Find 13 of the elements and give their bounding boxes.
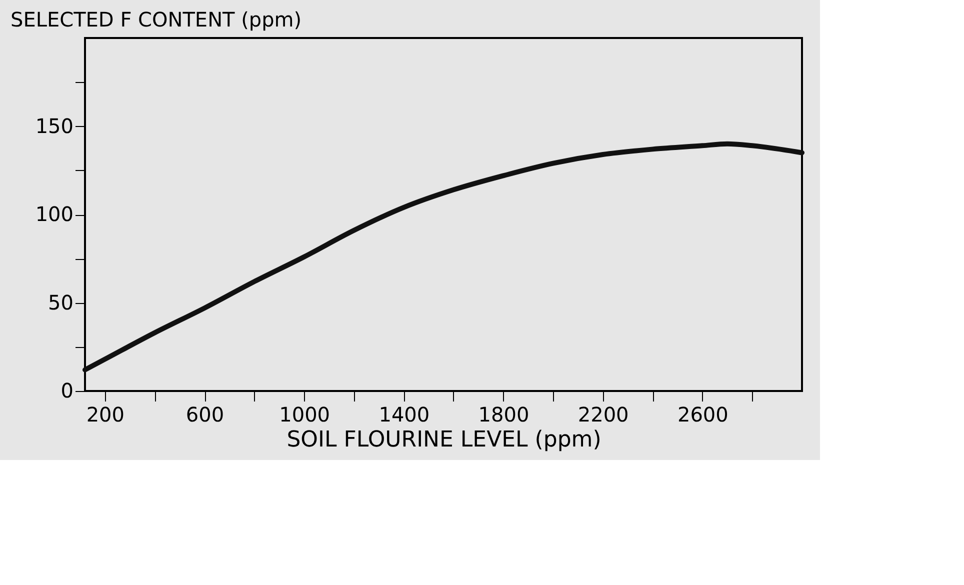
x-tick-label: 600 [186,402,224,426]
x-tick-label: 1000 [279,402,330,426]
x-axis-title: SOIL FLOURINE LEVEL (ppm) [286,428,602,452]
x-tick-label: 1400 [378,402,430,426]
y-tick-label: 0 [60,378,74,402]
x-tick-label: 2200 [578,402,629,426]
x-tick-label: 2600 [677,402,728,426]
y-tick-label: 150 [35,114,74,138]
y-tick-label: 100 [35,202,74,226]
x-tick-label: 200 [86,402,125,426]
x-tick-label: 1800 [478,402,530,426]
y-tick-label: 50 [48,290,74,314]
y-axis-title: SELECTED F CONTENT (ppm) [10,8,302,32]
